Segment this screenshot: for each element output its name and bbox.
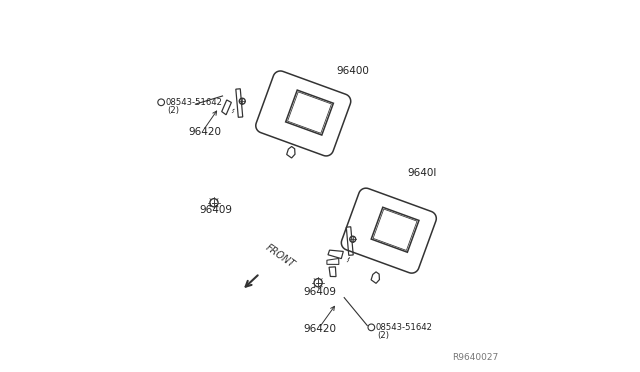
- Text: 08543-51642: 08543-51642: [376, 323, 433, 332]
- Text: FRONT: FRONT: [264, 243, 296, 270]
- Text: 08543-51642: 08543-51642: [166, 98, 223, 107]
- Text: 96400: 96400: [337, 66, 370, 76]
- Text: 96409: 96409: [199, 205, 232, 215]
- Text: (2): (2): [378, 331, 390, 340]
- Text: 96420: 96420: [303, 324, 336, 334]
- Text: 96420: 96420: [188, 127, 221, 137]
- Text: (2): (2): [168, 106, 179, 115]
- Text: R9640027: R9640027: [452, 353, 499, 362]
- Text: 96409: 96409: [303, 287, 336, 297]
- Text: 9640l: 9640l: [408, 168, 436, 178]
